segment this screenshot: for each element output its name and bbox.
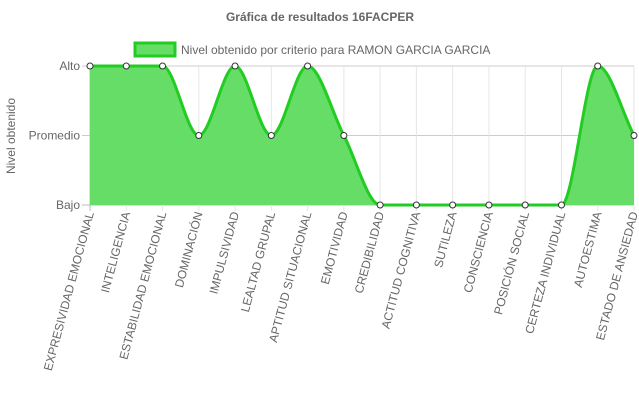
- x-tick-label: CREDIBILIDAD: [352, 210, 387, 295]
- x-tick-label: ACTITUD COGNITIVA: [379, 210, 424, 330]
- x-tick-label: LEALTAD GRUPAL: [238, 210, 278, 314]
- x-tick-label: CERTEZA INDIVIDUAL: [522, 210, 568, 335]
- legend-label: Nivel obtenido por criterio para RAMON G…: [181, 43, 490, 57]
- legend[interactable]: Nivel obtenido por criterio para RAMON G…: [133, 41, 490, 58]
- data-point: [412, 201, 420, 209]
- x-tick-label: SUTILEZA: [431, 210, 459, 269]
- data-point: [159, 62, 167, 70]
- x-tick-label: AUTOESTIMA: [571, 210, 605, 289]
- x-tick-label: EXPRESIVIDAD EMOCIONAL: [41, 210, 97, 372]
- data-point: [630, 132, 638, 139]
- x-tick-label: IMPULSIVIDAD: [207, 210, 243, 296]
- data-point: [449, 201, 457, 209]
- y-tick-layer: Bajo Promedio Alto: [29, 59, 81, 212]
- y-tick-label: Promedio: [29, 129, 81, 143]
- data-point: [340, 132, 348, 139]
- data-point: [594, 62, 602, 70]
- x-tick-layer: EXPRESIVIDAD EMOCIONAL INTELIGENCIAESTABI…: [41, 210, 639, 373]
- data-point: [304, 62, 312, 70]
- data-point: [231, 62, 239, 70]
- data-point: [521, 201, 529, 209]
- x-tick-label: EMOTIVIDAD: [318, 210, 351, 286]
- chart-title: Gráfica de resultados 16FACPER: [226, 10, 414, 24]
- y-axis-label: Nivel obtenido: [4, 98, 18, 174]
- x-tick-label: CONSCIENCIA: [461, 210, 496, 294]
- series-area: [90, 66, 634, 205]
- data-point: [485, 201, 493, 209]
- y-tick-label: Alto: [59, 59, 80, 73]
- x-tick-label: DOMINACIÓN: [171, 210, 206, 289]
- data-point: [195, 132, 203, 139]
- data-point: [122, 62, 130, 70]
- point-layer: [86, 62, 638, 209]
- x-tick-label: POSICIÓN SOCIAL: [490, 210, 532, 317]
- legend-swatch: [133, 41, 177, 58]
- y-tick-label: Bajo: [56, 198, 80, 212]
- x-tick-label: INTELIGENCIA: [98, 210, 133, 294]
- data-point: [557, 201, 565, 209]
- data-point: [376, 201, 384, 209]
- data-point: [86, 62, 94, 70]
- data-point: [267, 132, 275, 139]
